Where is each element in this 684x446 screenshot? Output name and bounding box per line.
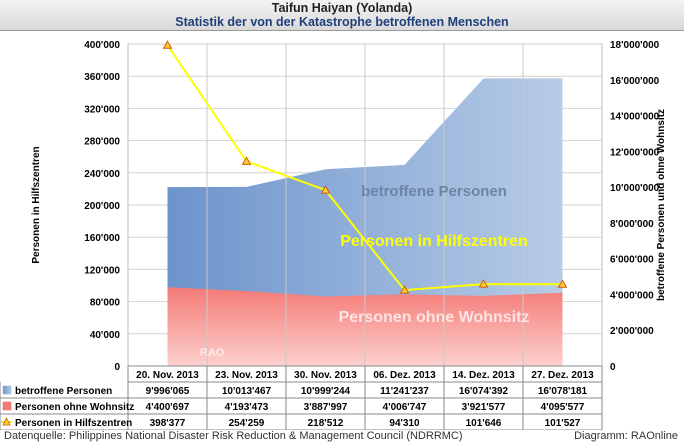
table-cell-value: 101'527	[545, 418, 581, 429]
label-shelter-persons: Personen in Hilfszentren	[340, 233, 528, 250]
chart-subtitle: Statistik der von der Katastrophe betrof…	[175, 15, 509, 29]
table-cell-value: 3'921'577	[462, 402, 506, 413]
y-axis-right-label: betroffene Personen und ohne Wohnsitz	[656, 109, 667, 301]
x-category-label: 14. Dez. 2013	[452, 370, 515, 381]
y-left-tick-label: 0	[114, 362, 120, 373]
x-category-label: 23. Nov. 2013	[215, 370, 278, 381]
table-cell-value: 254'259	[229, 418, 265, 429]
table-cell-value: 398'377	[150, 418, 186, 429]
chart-credit: Diagramm: RAOnline	[574, 430, 678, 442]
y-right-tick-label: 10'000'000	[610, 183, 660, 194]
y-right-tick-label: 12'000'000	[610, 147, 660, 158]
x-category-label: 06. Dez. 2013	[373, 370, 436, 381]
table-cell-value: 11'241'237	[380, 386, 429, 397]
x-category-label: 30. Nov. 2013	[294, 370, 357, 381]
x-category-label: 20. Nov. 2013	[136, 370, 199, 381]
vertical-grid	[206, 44, 524, 366]
marker-shelter-point	[478, 279, 489, 288]
legend-series-name: betroffene Personen	[15, 386, 112, 397]
marker-shelter-point	[162, 40, 173, 49]
title-bar	[0, 0, 684, 31]
marker-shelter-point	[399, 285, 410, 294]
y-left-tick-label: 280'000	[84, 137, 120, 148]
table-cell-value: 4'095'577	[541, 402, 585, 413]
typhoon-chart: betroffene Personen Personen in Hilfszen…	[0, 40, 667, 430]
y-left-tick-label: 320'000	[84, 104, 120, 115]
y-axis-left-ticks: 0 40'000 80'000 120'000 160'000 200'000 240'00…	[84, 40, 120, 373]
legend-swatch-homeless	[2, 401, 12, 411]
table-cell-value: 10'999'244	[301, 386, 351, 397]
y-right-tick-label: 6'000'000	[610, 255, 654, 266]
y-right-tick-label: 14'000'000	[610, 112, 660, 123]
y-axis-right-ticks: 0 2'000'000 4'000'000 6'000'000 8'000'000 10'…	[610, 40, 660, 373]
data-table: 20. Nov. 2013 23. Nov. 2013 30. Nov. 2013 0…	[0, 365, 603, 430]
y-left-tick-label: 40'000	[90, 330, 121, 341]
table-cell-value: 9'996'065	[146, 386, 190, 397]
table-cell-value: 4'006'747	[383, 402, 427, 413]
y-left-tick-label: 240'000	[84, 169, 120, 180]
line-shelter-persons	[166, 44, 563, 292]
line-markers	[162, 40, 568, 294]
y-right-tick-label: 16'000'000	[610, 76, 660, 87]
table-cell-value: 4'400'697	[146, 402, 190, 413]
y-axis-left-label: Personen in Hilfszentren	[31, 146, 42, 263]
y-right-tick-label: 2'000'000	[610, 326, 654, 337]
marker-shelter-point	[320, 185, 331, 194]
label-homeless-persons: Personen ohne Wohnsitz	[339, 309, 530, 326]
label-affected-persons: betroffene Personen	[361, 183, 507, 200]
legend-swatch-affected	[2, 385, 12, 395]
y-left-tick-label: 120'000	[84, 265, 120, 276]
y-left-tick-label: 200'000	[84, 201, 120, 212]
table-cell-value: 16'074'392	[459, 386, 509, 397]
legend-series-name: Personen in Hilfszentren	[15, 418, 132, 429]
table-cell-value: 101'646	[466, 418, 502, 429]
y-right-tick-label: 18'000'000	[610, 40, 660, 51]
y-right-tick-label: 8'000'000	[610, 219, 654, 230]
y-left-tick-label: 80'000	[90, 298, 121, 309]
table-cell-value: 94'310	[389, 418, 420, 429]
x-category-label: 27. Dez. 2013	[531, 370, 594, 381]
y-left-tick-label: 360'000	[84, 72, 120, 83]
y-left-tick-label: 160'000	[84, 233, 120, 244]
table-cell-value: 218'512	[308, 418, 344, 429]
chart-title: Taifun Haiyan (Yolanda)	[271, 1, 413, 15]
y-right-tick-label: 4'000'000	[610, 290, 654, 301]
table-cell-value: 3'887'997	[304, 402, 348, 413]
rao-watermark: RAO	[200, 347, 225, 359]
marker-shelter-point	[557, 279, 568, 288]
data-source: Datenquelle: Philippines National Disast…	[4, 430, 463, 442]
y-right-tick-label: 0	[610, 362, 616, 373]
table-cell-value: 16'078'181	[538, 386, 588, 397]
table-cell-value: 10'013'467	[222, 386, 272, 397]
table-cell-value: 4'193'473	[225, 402, 269, 413]
legend-series-name: Personen ohne Wohnsitz	[15, 402, 134, 413]
y-left-tick-label: 400'000	[84, 40, 120, 51]
legend-swatch-shelter-marker	[2, 417, 11, 426]
marker-shelter-point	[241, 156, 252, 165]
